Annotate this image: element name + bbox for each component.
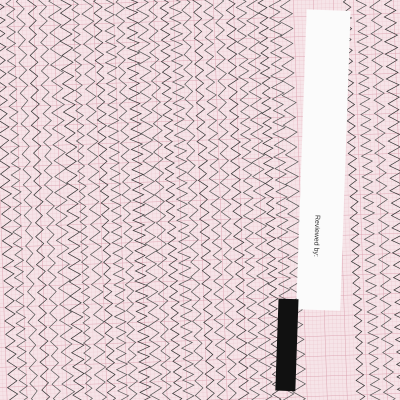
ecg-trace (180, 0, 205, 400)
ecg-trace (123, 0, 153, 400)
ecg-trace (81, 0, 108, 400)
ecg-trace (223, 0, 250, 400)
reviewed-label: Reviewed by: (312, 215, 320, 257)
ecg-trace (93, 0, 117, 400)
ecg-trace (3, 0, 30, 400)
ecg-trace (257, 0, 283, 400)
ecg-trace (201, 0, 228, 400)
ecg-trace (70, 0, 95, 400)
ecg-trace (168, 0, 196, 400)
ecg-trace (382, 0, 400, 400)
ecg-trace (15, 0, 39, 400)
ecg-trace (213, 0, 239, 400)
ecg-trace (354, 0, 382, 400)
white-strip (296, 9, 351, 311)
ecg-trace (147, 0, 172, 400)
ecg-trace (26, 0, 51, 400)
ecg-trace (135, 0, 164, 400)
label-strip: Reviewed by: (275, 9, 351, 392)
ecg-trace (103, 0, 130, 400)
ecg-trace (159, 0, 184, 400)
ecg-trace (37, 0, 62, 400)
black-bar (275, 298, 299, 392)
ecg-trace (114, 0, 139, 400)
ecg-trace (58, 0, 87, 400)
ecg-trace (368, 0, 396, 400)
ecg-trace (47, 0, 76, 400)
ecg-trace (278, 0, 307, 400)
ecg-trace (245, 0, 274, 400)
ecg-trace (0, 0, 20, 400)
ecg-trace (190, 0, 216, 400)
ecg-trace (234, 0, 261, 400)
